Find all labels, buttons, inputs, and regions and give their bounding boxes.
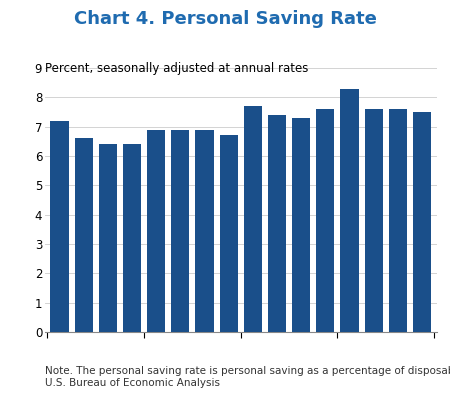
Bar — [99, 144, 117, 332]
Text: Note. The personal saving rate is personal saving as a percentage of disposable : Note. The personal saving rate is person… — [45, 366, 450, 376]
Text: Chart 4. Personal Saving Rate: Chart 4. Personal Saving Rate — [73, 10, 377, 28]
Bar — [123, 144, 141, 332]
Bar — [195, 130, 214, 332]
Bar — [364, 109, 383, 332]
Bar — [171, 130, 189, 332]
Bar — [389, 109, 407, 332]
Bar — [316, 109, 334, 332]
Bar — [341, 88, 359, 332]
Bar — [292, 118, 310, 332]
Bar — [244, 106, 262, 332]
Bar — [147, 130, 165, 332]
Bar — [220, 136, 238, 332]
Text: Percent, seasonally adjusted at annual rates: Percent, seasonally adjusted at annual r… — [45, 62, 308, 75]
Bar — [413, 112, 431, 332]
Text: U.S. Bureau of Economic Analysis: U.S. Bureau of Economic Analysis — [45, 378, 220, 388]
Bar — [75, 138, 93, 332]
Bar — [268, 115, 286, 332]
Bar — [50, 121, 68, 332]
